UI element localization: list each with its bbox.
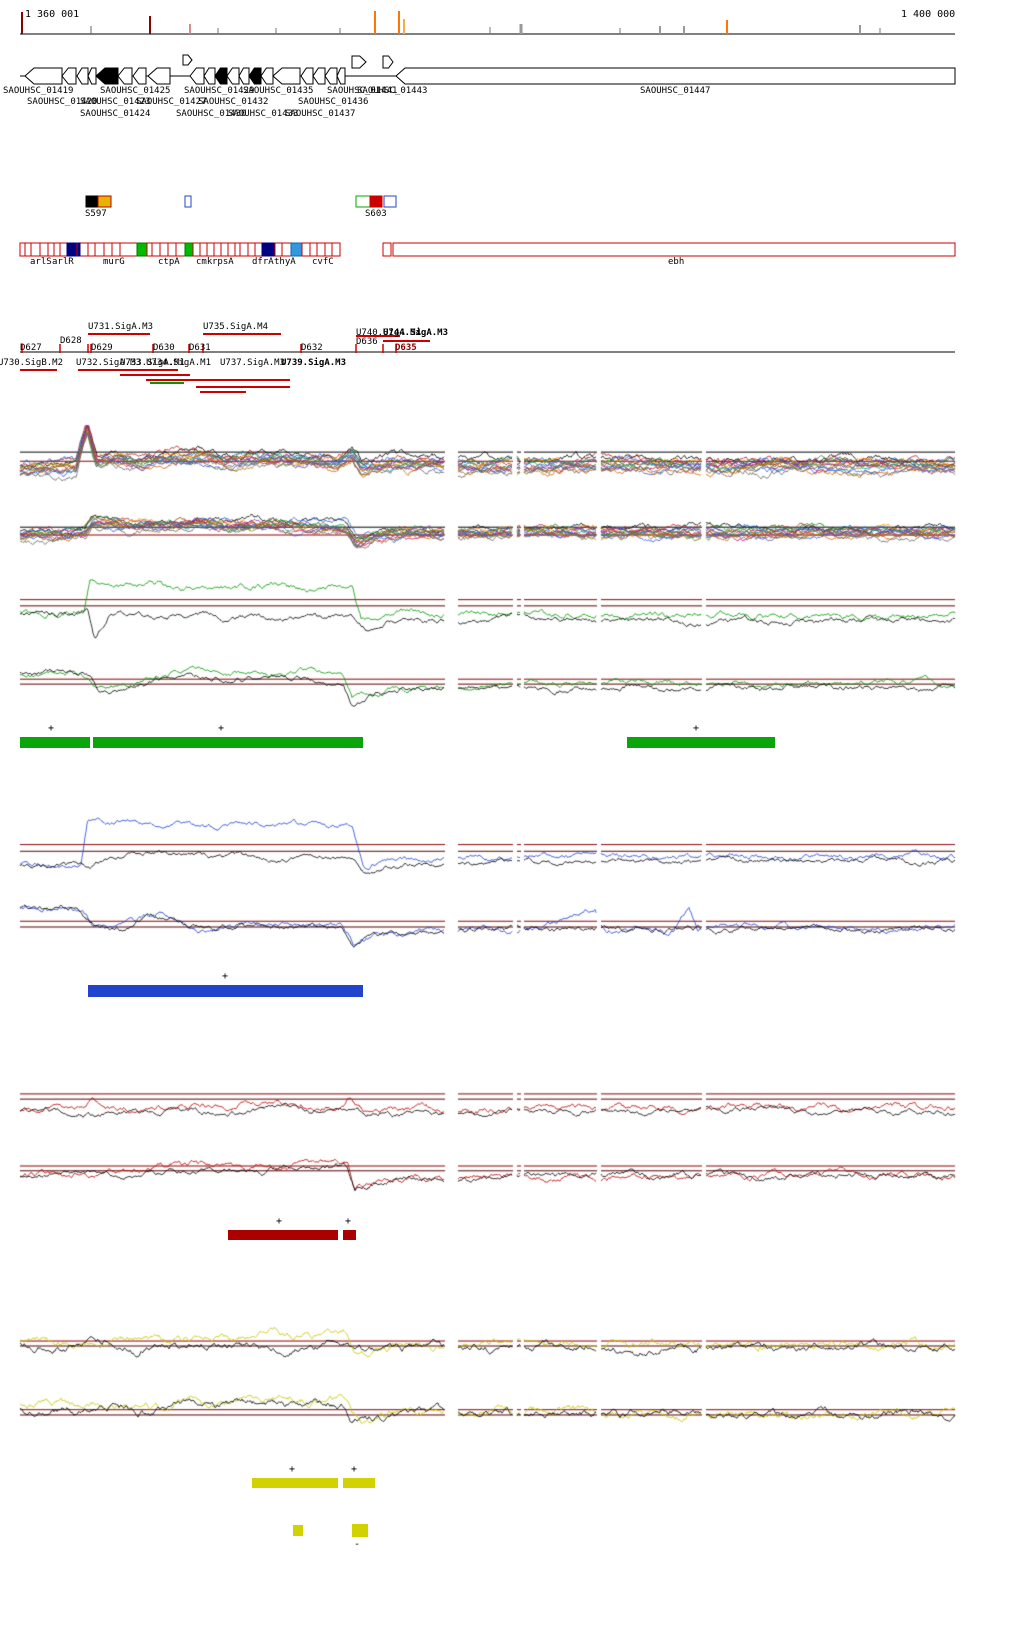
annotation-gene-label: arlS: [30, 257, 52, 267]
gene-arrow[interactable]: [382, 55, 394, 69]
detection-bar: [293, 1525, 303, 1536]
plus-mark: +: [276, 1216, 283, 1227]
gene-label: SAOUHSC_01441: [327, 86, 398, 96]
gene-label: SAOUHSC_01419: [3, 86, 74, 96]
detection-bar: [343, 1478, 375, 1488]
gene-arrow[interactable]: [182, 54, 193, 66]
ruler-end-coordinate: 1 400 000: [901, 9, 956, 20]
gene-label: SAOUHSC_01435: [243, 86, 314, 96]
annotation-gene-label: rpsA: [212, 257, 234, 267]
detection-bar: [228, 1230, 338, 1240]
gene-label: SAOUHSC_01430: [176, 109, 247, 119]
ruler-start-coordinate: 1 360 001: [25, 9, 80, 20]
annotation-gene-label: dfrA: [252, 257, 274, 267]
gene-label: SAOUHSC_01423: [80, 97, 151, 107]
gene-label: SAOUHSC_01447: [640, 86, 711, 96]
gene-label: SAOUHSC_01437: [285, 109, 356, 119]
gene-label: SAOUHSC_01432: [198, 97, 269, 107]
transcript-label: D635: [395, 343, 417, 353]
transcript-label: U740.SigA.M4: [356, 328, 422, 338]
annotation-gene-label: ebh: [668, 257, 685, 267]
plus-mark: +: [289, 1464, 296, 1475]
feature-label: S603: [365, 209, 387, 219]
feature-label: S597: [85, 209, 107, 219]
plus-mark: +: [351, 1464, 358, 1475]
plus-mark: +: [222, 971, 229, 982]
transcript-label: U737.SigA.M3: [220, 358, 286, 368]
detection-bar: [343, 1230, 356, 1240]
plus-mark: +: [48, 723, 55, 734]
transcript-label: U732.SigA.M3: [76, 358, 142, 368]
gene-arrow[interactable]: [147, 67, 171, 85]
gene-label: SAOUHSC_01420: [27, 97, 98, 107]
transcript-label: D630: [153, 343, 175, 353]
transcript-label: U744.SigA.M3: [383, 328, 449, 338]
feature-box[interactable]: [97, 195, 112, 208]
detection-bar: [352, 1524, 368, 1537]
gene-label: SAOUHSC_01427: [136, 97, 207, 107]
transcript-label: U739.SigA.M3: [281, 358, 347, 368]
gene-arrow[interactable]: [395, 67, 956, 85]
annotation-box[interactable]: [301, 242, 341, 257]
annotation-gene-label: ctpA: [158, 257, 180, 267]
transcript-label: D631: [189, 343, 211, 353]
transcript-label: D636: [356, 337, 378, 347]
gene-arrow[interactable]: [351, 55, 367, 69]
feature-box[interactable]: [383, 195, 397, 208]
feature-box[interactable]: [184, 195, 192, 208]
plus-mark: +: [218, 723, 225, 734]
transcript-label: U733.SigA.M1: [120, 358, 186, 368]
gene-label: SAOUHSC_01433: [228, 109, 299, 119]
transcript-label: U731.SigA.M3: [88, 322, 154, 332]
feature-box[interactable]: [369, 195, 383, 208]
detection-bar: [627, 737, 775, 748]
gene-arrow[interactable]: [61, 67, 77, 85]
transcript-label: D632: [301, 343, 323, 353]
transcript-label: U735.SigA.M4: [203, 322, 269, 332]
gene-arrow[interactable]: [336, 67, 346, 85]
annotation-gene-label: cvfC: [312, 257, 334, 267]
detection-bar: [93, 737, 363, 748]
transcript-label: U734.SigA.M1: [146, 358, 212, 368]
annotation-gene-label: thyA: [274, 257, 296, 267]
annotation-box[interactable]: [392, 242, 956, 257]
gene-label: SAOUHSC_01436: [298, 97, 369, 107]
transcript-label: D628: [60, 336, 82, 346]
gene-arrow[interactable]: [132, 67, 147, 85]
annotation-gene-label: murG: [103, 257, 125, 267]
gene-label: SAOUHSC_01429: [184, 86, 255, 96]
annotation-box[interactable]: [382, 242, 392, 257]
transcript-label: D629: [91, 343, 113, 353]
minus-mark: -: [354, 1539, 361, 1550]
plus-mark: +: [345, 1216, 352, 1227]
transcript-label: U730.SigB.M2: [0, 358, 64, 368]
transcript-label: D627: [20, 343, 42, 353]
annotation-gene-label: cmk: [196, 257, 213, 267]
gene-arrow[interactable]: [117, 67, 133, 85]
detection-bar: [20, 737, 90, 748]
detection-bar: [88, 985, 363, 997]
gene-label: SAOUHSC_01425: [100, 86, 171, 96]
annotation-gene-label: arlR: [52, 257, 74, 267]
plus-mark: +: [693, 723, 700, 734]
gene-label: SAOUHSC_01443: [357, 86, 428, 96]
gene-arrow[interactable]: [272, 67, 301, 85]
gene-label: SAOUHSC_01424: [80, 109, 151, 119]
detection-bar: [252, 1478, 338, 1488]
